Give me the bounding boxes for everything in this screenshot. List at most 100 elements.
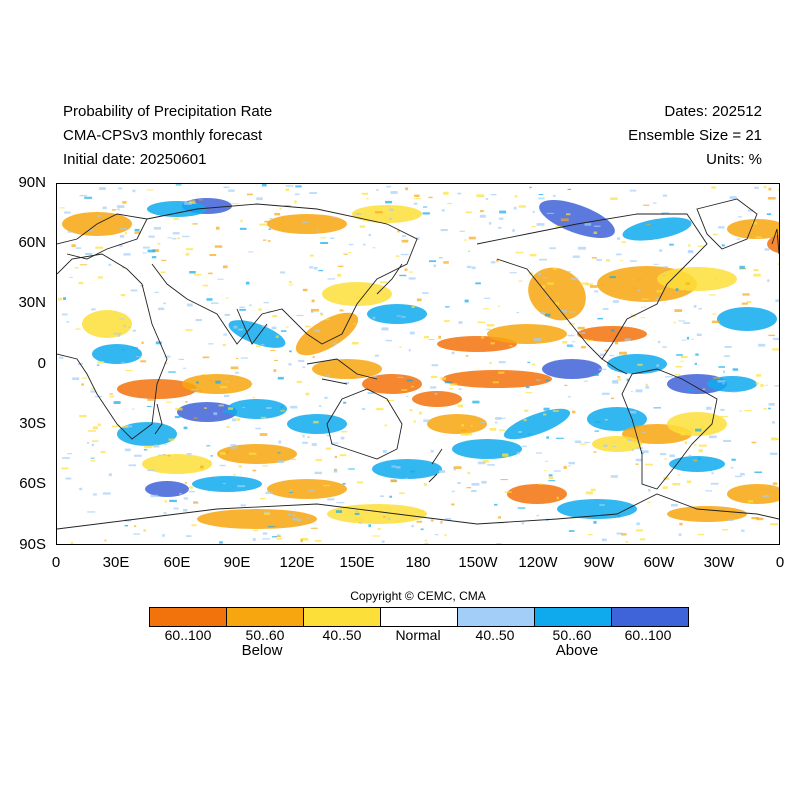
probability-patch	[197, 509, 317, 529]
probability-speckle	[405, 477, 409, 479]
probability-speckle	[332, 342, 337, 345]
probability-speckle	[568, 323, 575, 325]
probability-patch	[727, 484, 779, 504]
probability-speckle	[428, 196, 433, 199]
probability-speckle	[662, 274, 666, 277]
probability-speckle	[445, 306, 450, 308]
probability-speckle	[766, 213, 772, 215]
probability-speckle	[603, 444, 608, 447]
probability-speckle	[675, 288, 679, 291]
legend-label-below-60-100: 60..100	[164, 627, 212, 643]
probability-speckle	[642, 431, 646, 433]
probability-speckle	[451, 503, 455, 506]
probability-speckle	[593, 451, 597, 453]
probability-speckle	[521, 445, 527, 448]
probability-speckle	[777, 263, 779, 266]
probability-speckle	[577, 326, 585, 330]
probability-speckle	[460, 433, 469, 436]
probability-speckle	[124, 232, 127, 235]
probability-patch	[717, 307, 777, 331]
probability-speckle	[292, 514, 296, 517]
probability-speckle	[723, 439, 731, 442]
probability-speckle	[291, 458, 296, 460]
probability-speckle	[193, 502, 199, 504]
probability-speckle	[374, 354, 379, 357]
probability-speckle	[636, 522, 640, 526]
probability-speckle	[485, 198, 489, 200]
probability-speckle	[730, 466, 734, 469]
probability-speckle	[173, 218, 180, 220]
probability-speckle	[411, 385, 414, 388]
probability-patch	[487, 324, 567, 344]
probability-speckle	[669, 243, 674, 246]
probability-speckle	[601, 392, 610, 395]
probability-speckle	[416, 298, 422, 302]
probability-speckle	[305, 392, 310, 396]
probability-speckle	[502, 454, 509, 457]
probability-speckle	[539, 258, 547, 261]
probability-speckle	[741, 529, 745, 532]
probability-speckle	[146, 189, 154, 191]
probability-speckle	[208, 343, 214, 345]
probability-speckle	[705, 490, 712, 492]
probability-speckle	[464, 299, 469, 303]
probability-speckle	[97, 423, 101, 427]
probability-speckle	[143, 246, 150, 249]
probability-speckle	[379, 495, 384, 497]
probability-speckle	[476, 194, 485, 198]
probability-speckle	[185, 401, 188, 403]
probability-patch	[312, 359, 382, 379]
probability-speckle	[236, 357, 239, 360]
probability-speckle	[597, 317, 603, 320]
probability-speckle	[492, 381, 499, 384]
probability-speckle	[354, 517, 362, 521]
probability-speckle	[645, 383, 648, 386]
probability-speckle	[593, 225, 601, 227]
probability-speckle	[355, 213, 362, 215]
probability-speckle	[112, 425, 120, 428]
probability-speckle	[566, 344, 573, 346]
probability-speckle	[385, 339, 393, 342]
lat-label-30s: 30S	[19, 415, 46, 432]
probability-speckle	[208, 272, 213, 275]
probability-speckle	[397, 229, 400, 233]
probability-speckle	[523, 418, 527, 422]
probability-speckle	[489, 428, 497, 431]
probability-speckle	[168, 438, 175, 441]
probability-speckle	[711, 320, 720, 324]
probability-speckle	[147, 469, 155, 472]
probability-speckle	[235, 371, 239, 374]
probability-speckle	[314, 540, 322, 542]
probability-speckle	[741, 302, 748, 305]
probability-speckle	[772, 337, 779, 340]
probability-speckle	[447, 202, 452, 205]
probability-patch	[507, 484, 567, 504]
probability-speckle	[612, 300, 619, 303]
lat-label-eq: 0	[37, 355, 46, 372]
probability-speckle	[635, 463, 639, 465]
probability-speckle	[372, 247, 376, 249]
probability-speckle	[567, 334, 575, 337]
probability-speckle	[659, 249, 663, 252]
probability-speckle	[532, 363, 536, 366]
probability-speckle	[693, 305, 697, 308]
probability-speckle	[223, 333, 228, 336]
probability-speckle	[440, 520, 443, 524]
probability-speckle	[449, 387, 454, 390]
probability-speckle	[264, 512, 271, 515]
probability-speckle	[775, 299, 779, 303]
probability-speckle	[707, 383, 713, 386]
probability-speckle	[155, 341, 162, 345]
probability-speckle	[677, 474, 681, 476]
probability-speckle	[673, 322, 676, 324]
probability-speckle	[336, 502, 345, 504]
probability-speckle	[477, 321, 485, 323]
probability-speckle	[572, 410, 576, 414]
probability-speckle	[177, 237, 181, 240]
probability-speckle	[90, 390, 96, 393]
probability-speckle	[581, 346, 586, 349]
probability-speckle	[449, 383, 458, 386]
probability-speckle	[274, 359, 278, 361]
probability-speckle	[552, 194, 556, 197]
probability-speckle	[289, 491, 293, 493]
